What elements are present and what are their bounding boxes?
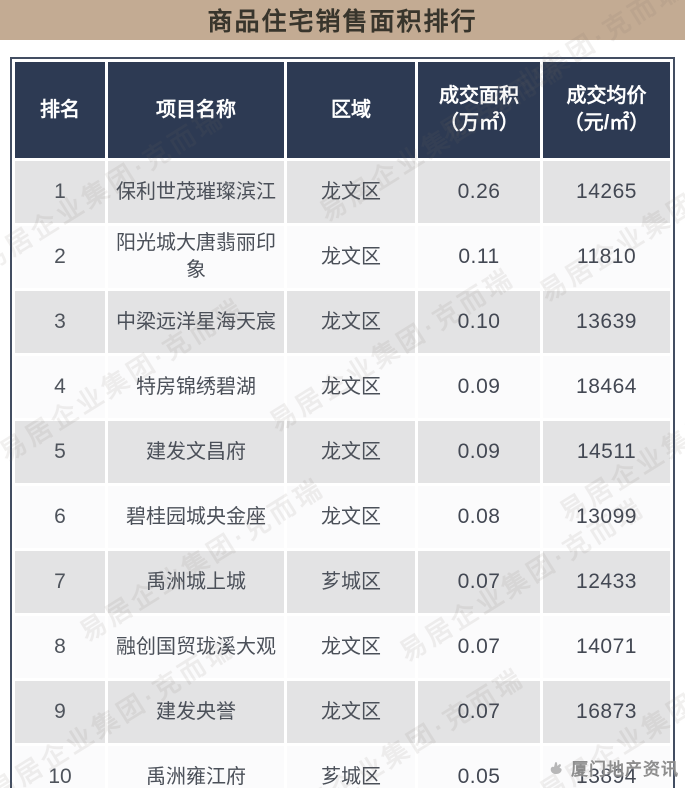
cell-project-name: 融创国贸珑溪大观 — [108, 616, 284, 678]
cell-rank: 1 — [15, 161, 105, 223]
cell-project-name: 禹洲城上城 — [108, 551, 284, 613]
table-row: 7 禹洲城上城 芗城区 0.07 12433 — [15, 551, 670, 613]
table-row: 4 特房锦绣碧湖 龙文区 0.09 18464 — [15, 356, 670, 418]
header-row: 排名 项目名称 区域 成交面积 （万㎡） — [15, 62, 670, 158]
col-header-price-unit: （元/㎡） — [563, 112, 650, 134]
cell-rank: 6 — [15, 486, 105, 548]
cell-district: 龙文区 — [287, 356, 415, 418]
col-header-project-name: 项目名称 — [108, 62, 284, 158]
cell-project-name: 碧桂园城央金座 — [108, 486, 284, 548]
cell-price: 14071 — [543, 616, 670, 678]
cell-area: 0.10 — [418, 291, 540, 353]
cell-project-name: 建发文昌府 — [108, 421, 284, 483]
page-title: 商品住宅销售面积排行 — [207, 8, 478, 36]
table-row: 1 保利世茂璀璨滨江 龙文区 0.26 14265 — [15, 161, 670, 223]
cell-rank: 9 — [15, 681, 105, 743]
cell-area: 0.07 — [418, 551, 540, 613]
cell-area: 0.07 — [418, 681, 540, 743]
cell-district: 龙文区 — [287, 486, 415, 548]
col-header-price-label: 成交均价 — [566, 85, 647, 107]
cell-district: 龙文区 — [287, 616, 415, 678]
table-row: 10 禹洲雍江府 芗城区 0.05 13894 — [15, 746, 670, 788]
col-header-price: 成交均价 （元/㎡） — [543, 62, 670, 158]
cell-price: 12433 — [543, 551, 670, 613]
cell-project-name: 特房锦绣碧湖 — [108, 356, 284, 418]
cell-project-name: 禹洲雍江府 — [108, 746, 284, 788]
cell-rank: 7 — [15, 551, 105, 613]
cell-district: 龙文区 — [287, 291, 415, 353]
cell-price: 13894 — [543, 746, 670, 788]
table-body: 1 保利世茂璀璨滨江 龙文区 0.26 14265 2 阳光城大唐翡丽印象 龙文… — [15, 161, 670, 788]
col-header-district: 区域 — [287, 62, 415, 158]
cell-area: 0.09 — [418, 356, 540, 418]
table-row: 5 建发文昌府 龙文区 0.09 14511 — [15, 421, 670, 483]
cell-price: 16873 — [543, 681, 670, 743]
cell-price: 13099 — [543, 486, 670, 548]
ranking-table-wrap: 排名 项目名称 区域 成交面积 （万㎡） — [10, 57, 675, 788]
cell-district: 龙文区 — [287, 161, 415, 223]
cell-rank: 8 — [15, 616, 105, 678]
cell-project-name: 中梁远洋星海天宸 — [108, 291, 284, 353]
publisher-name: 厦门地产资讯 — [571, 760, 679, 779]
cell-project-name: 保利世茂璀璨滨江 — [108, 161, 284, 223]
cell-price: 13639 — [543, 291, 670, 353]
col-header-rank: 排名 — [15, 62, 105, 158]
cell-area: 0.09 — [418, 421, 540, 483]
cell-area: 0.07 — [418, 616, 540, 678]
col-header-area: 成交面积 （万㎡） — [418, 62, 540, 158]
cell-rank: 3 — [15, 291, 105, 353]
table-row: 2 阳光城大唐翡丽印象 龙文区 0.11 11810 — [15, 226, 670, 288]
col-header-district-label: 区域 — [331, 98, 371, 121]
table-row: 9 建发央誉 龙文区 0.07 16873 — [15, 681, 670, 743]
table-row: 3 中梁远洋星海天宸 龙文区 0.10 13639 — [15, 291, 670, 353]
cell-district: 芗城区 — [287, 746, 415, 788]
cell-rank: 4 — [15, 356, 105, 418]
cell-project-name: 阳光城大唐翡丽印象 — [108, 226, 284, 288]
cell-district: 龙文区 — [287, 421, 415, 483]
cell-area: 0.26 — [418, 161, 540, 223]
cell-area: 0.11 — [418, 226, 540, 288]
table-row: 8 融创国贸珑溪大观 龙文区 0.07 14071 — [15, 616, 670, 678]
cell-district: 龙文区 — [287, 226, 415, 288]
table-row: 6 碧桂园城央金座 龙文区 0.08 13099 — [15, 486, 670, 548]
publisher-logo-icon — [550, 761, 562, 774]
col-header-area-unit: （万㎡） — [439, 112, 519, 134]
cell-area: 0.08 — [418, 486, 540, 548]
cell-district: 龙文区 — [287, 681, 415, 743]
cell-price: 11810 — [543, 226, 670, 288]
cell-rank: 2 — [15, 226, 105, 288]
cell-rank: 5 — [15, 421, 105, 483]
cell-price: 14265 — [543, 161, 670, 223]
cell-price: 18464 — [543, 356, 670, 418]
cell-project-name: 建发央誉 — [108, 681, 284, 743]
title-bar: 商品住宅销售面积排行 — [0, 0, 685, 40]
cell-area: 0.05 — [418, 746, 540, 788]
cell-price: 14511 — [543, 421, 670, 483]
ranking-table: 排名 项目名称 区域 成交面积 （万㎡） — [12, 59, 673, 788]
cell-rank: 10 — [15, 746, 105, 788]
publisher-watermark: 厦门地产资讯 — [547, 755, 679, 780]
col-header-area-label: 成交面积 — [439, 85, 519, 107]
col-header-rank-label: 排名 — [40, 98, 80, 121]
cell-district: 芗城区 — [287, 551, 415, 613]
col-header-project-name-label: 项目名称 — [156, 98, 236, 121]
